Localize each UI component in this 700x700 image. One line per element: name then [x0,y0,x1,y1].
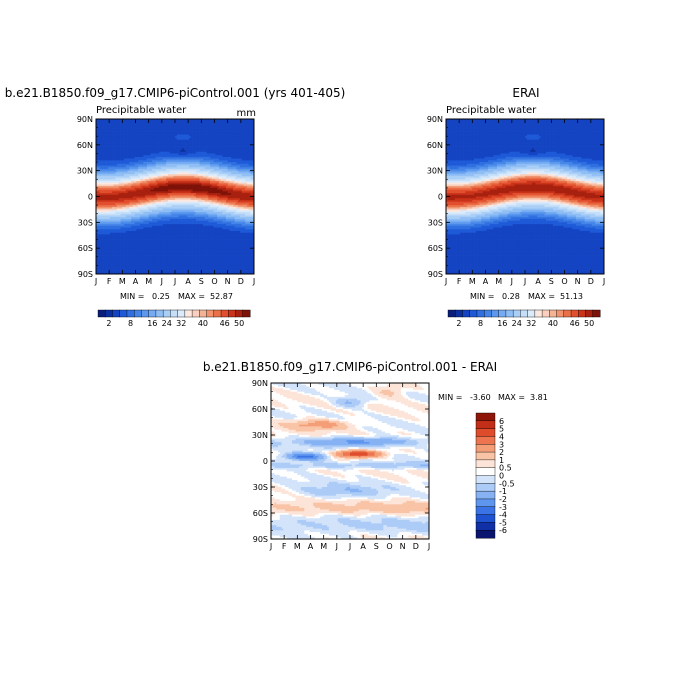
panel-model-title: b.e21.B1850.f09_g17.CMIP6-piControl.001 … [5,86,346,100]
panel-model: b.e21.B1850.f09_g17.CMIP6-piControl.001 … [5,86,346,328]
figure: b.e21.B1850.f09_g17.CMIP6-piControl.001 … [0,0,700,700]
panel-model-variable-label: Precipitable water [96,105,187,116]
panel-model-units-label: mm [237,108,256,119]
panel-model-plot [96,119,254,274]
